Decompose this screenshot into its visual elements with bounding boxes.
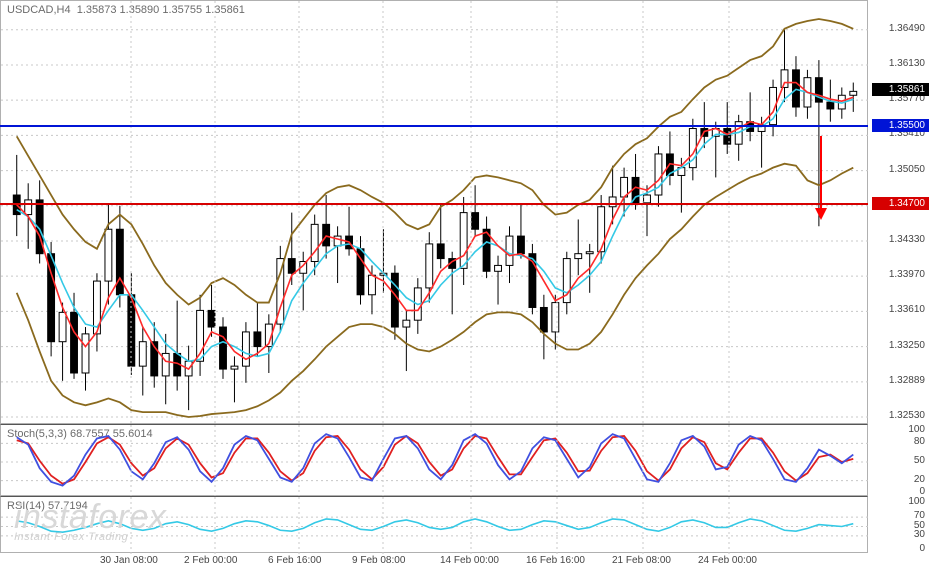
x-tick-label: 21 Feb 08:00: [612, 555, 671, 566]
chart-container: USDCAD,H4 1.35873 1.35890 1.35755 1.3586…: [0, 0, 929, 573]
x-tick-label: 16 Feb 16:00: [526, 555, 585, 566]
x-tick-label: 6 Feb 16:00: [268, 555, 321, 566]
main-y-axis: 1.364901.361301.357701.354101.350501.346…: [868, 0, 929, 424]
y-tick-label: 1.36130: [889, 58, 925, 69]
y-tick-label: 100: [908, 424, 925, 435]
x-tick-label: 14 Feb 00:00: [440, 555, 499, 566]
x-tick-label: 9 Feb 08:00: [352, 555, 405, 566]
main-chart-svg: [1, 1, 869, 425]
rsi-panel[interactable]: RSI(14) 57.7194: [0, 496, 868, 553]
y-tick-label: 1.33970: [889, 269, 925, 280]
stoch-svg: [1, 425, 869, 497]
y-tick-label: 1.33250: [889, 340, 925, 351]
y-tick-label: 1.36490: [889, 23, 925, 34]
x-tick-label: 2 Feb 00:00: [184, 555, 237, 566]
stoch-y-axis: 1008050200: [868, 424, 929, 496]
rsi-svg: [1, 497, 869, 554]
horizontal-level: [0, 125, 868, 127]
x-tick-label: 24 Feb 00:00: [698, 555, 757, 566]
y-tick-label: 50: [914, 455, 925, 466]
y-tick-label: 1.34330: [889, 234, 925, 245]
stochastic-panel[interactable]: Stoch(5,3,3) 68.7557 55.6014: [0, 424, 868, 496]
current-price-tag: 1.35861: [872, 83, 929, 96]
rsi-y-axis: 1007050300: [868, 496, 929, 553]
y-tick-label: 30: [914, 529, 925, 540]
x-tick-label: 30 Jan 08:00: [100, 555, 158, 566]
y-tick-label: 80: [914, 436, 925, 447]
y-tick-label: 1.35050: [889, 164, 925, 175]
y-tick-label: 20: [914, 474, 925, 485]
y-tick-label: 1.32889: [889, 375, 925, 386]
horizontal-level: [0, 203, 868, 205]
y-tick-label: 1.33610: [889, 304, 925, 315]
level-tag: 1.35500: [872, 119, 929, 132]
y-tick-label: 0: [919, 543, 925, 554]
y-tick-label: 100: [908, 496, 925, 507]
main-price-panel[interactable]: USDCAD,H4 1.35873 1.35890 1.35755 1.3586…: [0, 0, 868, 424]
level-tag: 1.34700: [872, 197, 929, 210]
y-tick-label: 1.32530: [889, 410, 925, 421]
time-axis: 30 Jan 08:00 2 Feb 00:00 6 Feb 16:00 9 Feb …: [0, 553, 868, 573]
